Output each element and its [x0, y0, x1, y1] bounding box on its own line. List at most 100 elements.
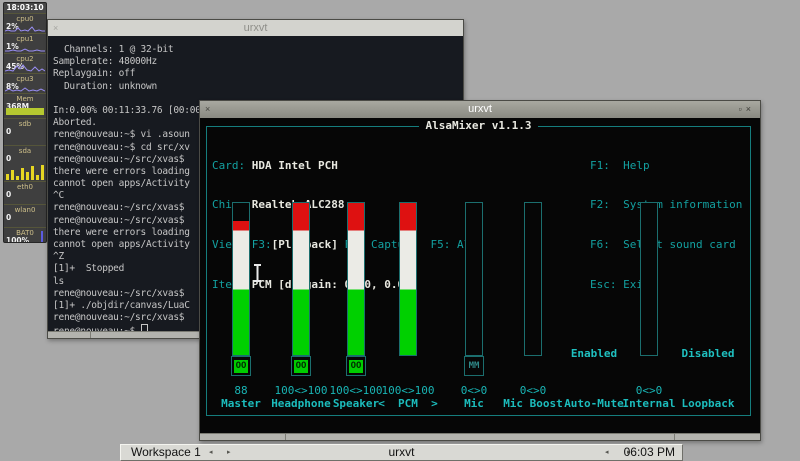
volume-bar-headphone[interactable] — [292, 202, 310, 356]
volume-bar-mic-boost[interactable] — [524, 202, 542, 356]
channel-label-auto-mute[interactable]: Auto-Mute — [564, 397, 624, 410]
alsamixer-screen[interactable]: AlsaMixer v1.1.3 Card: HDA Intel PCH Chi… — [200, 118, 760, 433]
cpu-usage-chart — [5, 48, 45, 52]
battery-level-bar — [41, 231, 43, 242]
channel-value-pcm: 100<>100 — [381, 384, 435, 397]
terminal-line: ls — [53, 275, 64, 287]
channel-label-internal[interactable]: Internal — [622, 397, 676, 410]
channel-label-master[interactable]: Master — [221, 397, 261, 410]
terminal-line: Replaygain: off — [53, 68, 136, 80]
terminal-line: cannot open apps/Activity — [53, 239, 190, 250]
card-line: Card: HDA Intel PCH — [212, 158, 338, 172]
monitor-label: cpu2 — [16, 55, 34, 63]
window-menu-icon[interactable]: × — [53, 23, 59, 33]
monitor-value: 1% — [6, 42, 19, 51]
monitor-label: cpu1 — [16, 35, 34, 43]
channel-value-master: 88 — [234, 384, 248, 397]
monitor-section-sda: sda 0 — [4, 145, 46, 181]
terminal-line: ^Z — [53, 251, 64, 263]
cpu-usage-chart — [5, 87, 45, 92]
terminal-line: rene@nouveau:~$ vi .asoun — [53, 129, 190, 141]
taskbar-clock: 06:03 PM — [623, 445, 675, 459]
alsamixer-app-title: AlsaMixer v1.1.3 — [418, 119, 539, 132]
resize-handle-divider — [90, 332, 91, 338]
channel-value-speaker: 100<>100 — [329, 384, 383, 397]
channel-label-headphone[interactable]: Headphone — [271, 397, 331, 410]
help-line-f6: F6: Select sound card — [590, 238, 736, 252]
channel-status-loopback: Disabled — [681, 347, 735, 360]
help-line-esc: Esc: Exit — [590, 278, 650, 292]
switch-on-indicator: OO — [294, 359, 308, 373]
mute-switch-speaker[interactable]: OO — [346, 356, 366, 376]
cpu-usage-chart — [5, 64, 45, 72]
mixer-titlebar[interactable]: × urxvt ▫× — [200, 101, 760, 118]
taskbar: Workspace 1 ◂ ▸ urxvt ◂ ▸ 06:03 PM — [120, 444, 683, 461]
alsamixer-terminal-window[interactable]: × urxvt ▫× AlsaMixer v1.1.3 Card: HDA In… — [199, 100, 761, 441]
pager-right-arrow-icon[interactable]: ▸ — [227, 449, 231, 456]
terminal-line: there were errors loading — [53, 226, 190, 238]
alsamixer-frame: AlsaMixer v1.1.3 — [206, 119, 751, 416]
monitor-value: 0 — [6, 190, 12, 199]
terminal-line: Duration: unknown — [53, 80, 157, 92]
winlist-left-arrow-icon[interactable]: ◂ — [605, 449, 609, 456]
mute-switch-headphone[interactable]: OO — [291, 356, 311, 376]
channel-label-loopback[interactable]: Loopback — [681, 397, 735, 410]
switch-muted-indicator: MM — [468, 361, 480, 371]
volume-bar-internal[interactable] — [640, 202, 658, 356]
volume-bar-master[interactable] — [232, 202, 250, 356]
channel-label-mic-boost[interactable]: Mic Boost — [503, 397, 563, 410]
channel-label-mic[interactable]: Mic — [464, 397, 484, 410]
monitor-sections: cpu0 2% cpu1 1% cpu2 45% cpu3 8% Mem 368M sdb 0 sda 0… — [4, 13, 46, 242]
monitor-value: 368M — [6, 102, 30, 111]
channel-value-mic-boost: 0<>0 — [519, 384, 547, 397]
terminal-line: [1]+ ./objdir/canvas/LuaC — [53, 299, 190, 311]
winlist-right-arrow-icon[interactable]: ▸ — [627, 449, 631, 456]
monitor-value: 45% — [6, 62, 24, 71]
mute-switch-master[interactable]: OO — [231, 356, 251, 376]
alsamixer-header: Card: HDA Intel PCH Chip: Realtek ALC288… — [212, 132, 477, 318]
monitor-value: 2% — [6, 22, 19, 31]
window-menu-icon[interactable]: × — [205, 104, 211, 114]
terminal-line: ^C — [53, 190, 64, 202]
monitor-value: 8% — [6, 82, 19, 91]
taskbar-window-button[interactable]: urxvt — [388, 445, 415, 459]
monitor-label: cpu3 — [16, 75, 34, 83]
monitor-section-cpu2: cpu2 45% — [4, 53, 46, 73]
bg-terminal-titlebar[interactable]: × urxvt — [48, 20, 463, 36]
pager-left-arrow-icon[interactable]: ◂ — [209, 449, 213, 456]
memory-usage-bar — [6, 108, 44, 115]
help-line-f1: F1: Help — [590, 158, 650, 172]
monitor-section-sdb: sdb 0 — [4, 118, 46, 145]
mute-switch-mic[interactable]: MM — [464, 356, 484, 376]
monitor-clock: 18:03:10 — [4, 3, 46, 13]
close-button[interactable]: × — [745, 104, 755, 114]
volume-bar-pcm[interactable] — [399, 202, 417, 356]
terminal-line: rene@nouveau:~/src/xvas$ — [53, 214, 185, 226]
terminal-line: rene@nouveau:~$ — [48, 324, 463, 331]
maximize-button[interactable]: ▫ — [738, 104, 746, 114]
cpu-usage-chart — [5, 26, 45, 32]
switch-on-indicator: OO — [349, 359, 363, 373]
volume-bar-mask — [525, 203, 541, 355]
monitor-label: wlan0 — [14, 206, 36, 214]
volume-bar-speaker[interactable] — [347, 202, 365, 356]
channel-value-headphone: 100<>100 — [274, 384, 328, 397]
monitor-section-bat0: BAT0 100% — [4, 227, 46, 242]
workspace-button[interactable]: Workspace 1 — [131, 445, 201, 459]
monitor-label: cpu0 — [16, 15, 34, 23]
monitor-section-cpu0: cpu0 2% — [4, 13, 46, 33]
resize-handle-divider — [285, 434, 286, 440]
terminal-line: Aborted. — [53, 117, 97, 129]
channel-label-speaker[interactable]: Speaker — [332, 397, 380, 410]
channel-status-auto-mute: Enabled — [570, 347, 618, 360]
monitor-section-wlan0: wlan0 0 — [4, 204, 46, 227]
monitor-section-cpu1: cpu1 1% — [4, 33, 46, 53]
mixer-resize-bar[interactable] — [200, 433, 760, 440]
channel-value-internal: 0<>0 — [635, 384, 663, 397]
channel-label-pcm[interactable]: < PCM > — [378, 397, 438, 410]
terminal-line: rene@nouveau:~/src/xvas$ — [53, 287, 185, 299]
volume-bar-mic[interactable] — [465, 202, 483, 356]
terminal-block-cursor — [140, 324, 148, 331]
channel-value-mic: 0<>0 — [460, 384, 488, 397]
system-monitor-panel: 18:03:10 cpu0 2% cpu1 1% cpu2 45% cpu3 8% Mem 368… — [3, 2, 47, 243]
